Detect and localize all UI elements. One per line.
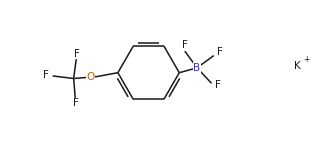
Text: F: F (182, 40, 188, 50)
Text: F: F (73, 98, 79, 108)
Text: F: F (217, 47, 223, 57)
Text: F: F (43, 70, 49, 80)
Text: K: K (294, 61, 300, 71)
Text: F: F (215, 80, 221, 90)
Text: O: O (86, 72, 95, 82)
Text: F: F (74, 49, 80, 59)
Text: B: B (193, 63, 201, 73)
Text: +: + (303, 55, 309, 64)
